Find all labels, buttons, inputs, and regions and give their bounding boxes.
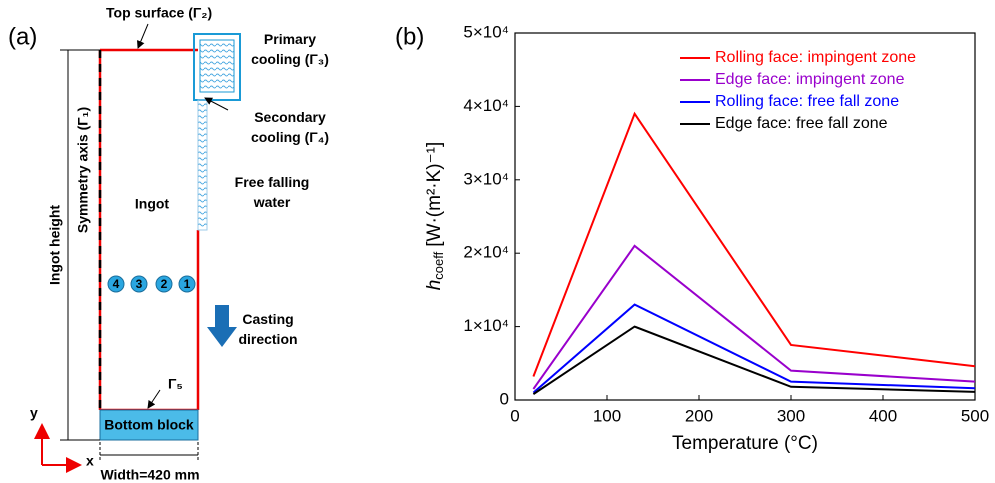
point-label: 3 (136, 277, 143, 291)
label: y (30, 405, 38, 421)
legend-label: Rolling face: free fall zone (715, 93, 899, 110)
series-line (532, 111, 976, 377)
label-line: Free falling (235, 174, 310, 190)
label-line: water (253, 194, 291, 210)
primary-cooling-water (199, 39, 235, 93)
bottom-block (99, 409, 199, 441)
y-tick-label: 3×10⁴ (463, 169, 509, 188)
point-marker (178, 275, 196, 293)
point-label: 4 (113, 277, 120, 291)
label: x (86, 453, 94, 469)
label: Primary cooling (Γ₃) (251, 31, 329, 67)
label: Γ₅ (168, 376, 183, 392)
x-axis-label: Temperature (°C) (672, 433, 818, 454)
label-line: Casting (242, 311, 293, 327)
label: Ingot (135, 196, 170, 212)
panel-label: (b) (395, 23, 424, 50)
y-axis-label: hcoeff [W·(m²·K)⁻¹] (424, 142, 446, 291)
x-tick-label: 400 (869, 406, 897, 425)
label-line: Primary (264, 31, 316, 47)
point-marker (155, 275, 173, 293)
series-line (532, 303, 976, 394)
pointer (147, 389, 161, 409)
y-tick-label: 5×10⁴ (463, 22, 509, 41)
x-tick-label: 0 (510, 406, 519, 425)
point-marker (130, 275, 148, 293)
pointer (137, 23, 149, 49)
y-label-symbol: h (424, 280, 445, 291)
point-label: 2 (161, 277, 168, 291)
label-line: Secondary (254, 109, 326, 125)
label: Bottom block (104, 417, 194, 433)
label-line: cooling (Γ₃) (251, 51, 329, 67)
point-label: 1 (184, 277, 191, 291)
x-tick-label: 500 (961, 406, 989, 425)
x-tick-label: 300 (777, 406, 805, 425)
x-tick-label: 100 (593, 406, 621, 425)
panel-label: (a) (8, 23, 37, 50)
y-tick-label: 2×10⁴ (463, 243, 509, 262)
label-line: cooling (Γ₄) (251, 129, 329, 145)
casting-arrow (207, 305, 237, 347)
label: Width=420 mm (100, 467, 199, 483)
label: Free falling water (235, 174, 310, 210)
label: Secondary cooling (Γ₄) (251, 109, 329, 145)
legend-label: Edge face: impingent zone (715, 71, 905, 88)
label: Symmetry axis (Γ₁) (75, 107, 91, 233)
label: Ingot height (47, 205, 63, 285)
plot-frame (514, 32, 976, 401)
label: Top surface (Γ₂) (106, 5, 212, 21)
diagram: (a) Top surface (Γ₂) Primary cooling (Γ₃)… (8, 5, 329, 483)
x-tick-label: 200 (685, 406, 713, 425)
y-label-unit: [W·(m²·K)⁻¹] (424, 142, 445, 247)
legend-label: Rolling face: impingent zone (715, 49, 916, 66)
series-line (532, 325, 976, 395)
label-line: direction (238, 331, 297, 347)
series-line (532, 244, 976, 390)
point-marker (107, 275, 125, 293)
pointer (204, 97, 229, 111)
label: Casting direction (238, 311, 297, 347)
y-label-subscript: coeff (431, 251, 446, 279)
falling-water (197, 99, 208, 231)
legend-label: Edge face: free fall zone (715, 115, 888, 132)
y-tick-label: 0 (500, 389, 509, 408)
y-tick-label: 1×10⁴ (463, 316, 509, 335)
primary-cooling-box (193, 33, 241, 101)
y-tick-label: 4×10⁴ (463, 96, 509, 115)
